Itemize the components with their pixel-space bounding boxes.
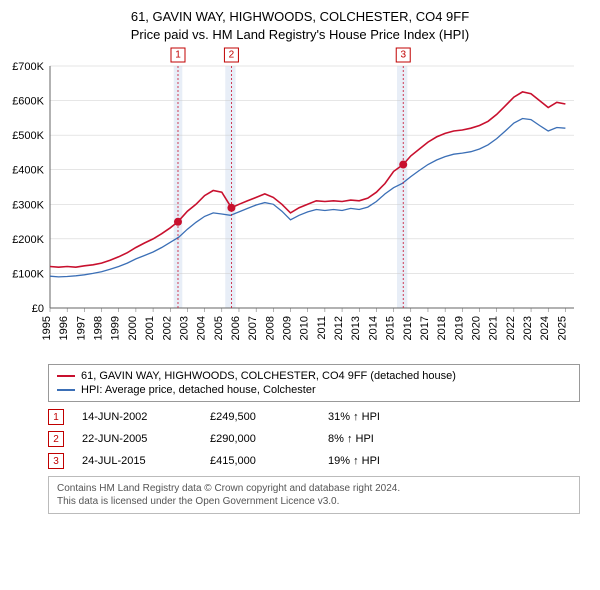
svg-text:2007: 2007 bbox=[247, 316, 259, 340]
svg-text:2015: 2015 bbox=[385, 316, 397, 340]
svg-text:1997: 1997 bbox=[75, 316, 87, 340]
footer-line2: This data is licensed under the Open Gov… bbox=[57, 495, 571, 508]
legend-item: HPI: Average price, detached house, Colc… bbox=[57, 383, 571, 397]
title-line1: 61, GAVIN WAY, HIGHWOODS, COLCHESTER, CO… bbox=[10, 8, 590, 26]
legend: 61, GAVIN WAY, HIGHWOODS, COLCHESTER, CO… bbox=[48, 364, 580, 402]
sale-row: 3 24-JUL-2015 £415,000 19% ↑ HPI bbox=[48, 450, 580, 472]
sale-marker-icon: 2 bbox=[48, 431, 64, 447]
svg-text:£200K: £200K bbox=[12, 234, 44, 246]
svg-text:2010: 2010 bbox=[299, 316, 311, 340]
svg-text:2025: 2025 bbox=[556, 316, 568, 340]
legend-label: HPI: Average price, detached house, Colc… bbox=[81, 384, 316, 396]
svg-text:2005: 2005 bbox=[213, 316, 225, 340]
svg-text:2018: 2018 bbox=[436, 316, 448, 340]
sale-diff: 8% ↑ HPI bbox=[328, 433, 438, 445]
svg-text:2022: 2022 bbox=[505, 316, 517, 340]
svg-text:£300K: £300K bbox=[12, 200, 44, 212]
svg-text:1: 1 bbox=[175, 50, 181, 61]
footer-line1: Contains HM Land Registry data © Crown c… bbox=[57, 482, 571, 495]
svg-text:2008: 2008 bbox=[264, 316, 276, 340]
sale-row: 2 22-JUN-2005 £290,000 8% ↑ HPI bbox=[48, 428, 580, 450]
svg-text:2: 2 bbox=[229, 50, 235, 61]
sale-price: £290,000 bbox=[210, 433, 310, 445]
sale-diff: 31% ↑ HPI bbox=[328, 411, 438, 423]
svg-text:2012: 2012 bbox=[333, 316, 345, 340]
svg-text:2017: 2017 bbox=[419, 316, 431, 340]
attribution-footer: Contains HM Land Registry data © Crown c… bbox=[48, 476, 580, 514]
sale-date: 24-JUL-2015 bbox=[82, 455, 192, 467]
svg-text:2024: 2024 bbox=[539, 316, 551, 340]
svg-text:1999: 1999 bbox=[110, 316, 122, 340]
svg-text:£700K: £700K bbox=[12, 61, 44, 73]
sales-table: 1 14-JUN-2002 £249,500 31% ↑ HPI 2 22-JU… bbox=[48, 406, 580, 472]
sale-date: 22-JUN-2005 bbox=[82, 433, 192, 445]
svg-text:£500K: £500K bbox=[12, 131, 44, 143]
title-line2: Price paid vs. HM Land Registry's House … bbox=[10, 26, 590, 44]
legend-label: 61, GAVIN WAY, HIGHWOODS, COLCHESTER, CO… bbox=[81, 370, 456, 382]
svg-text:2019: 2019 bbox=[453, 316, 465, 340]
svg-text:2003: 2003 bbox=[178, 316, 190, 340]
legend-swatch bbox=[57, 389, 75, 391]
svg-text:2006: 2006 bbox=[230, 316, 242, 340]
svg-text:1998: 1998 bbox=[93, 316, 105, 340]
svg-text:£0: £0 bbox=[32, 303, 44, 315]
svg-text:2014: 2014 bbox=[367, 316, 379, 340]
svg-text:2021: 2021 bbox=[488, 316, 500, 340]
svg-text:1996: 1996 bbox=[58, 316, 70, 340]
svg-text:2023: 2023 bbox=[522, 316, 534, 340]
line-chart: £0£100K£200K£300K£400K£500K£600K£700K199… bbox=[50, 58, 580, 358]
sale-date: 14-JUN-2002 bbox=[82, 411, 192, 423]
sale-diff: 19% ↑ HPI bbox=[328, 455, 438, 467]
svg-text:2002: 2002 bbox=[161, 316, 173, 340]
svg-text:2004: 2004 bbox=[196, 316, 208, 340]
svg-text:3: 3 bbox=[400, 50, 406, 61]
svg-text:2020: 2020 bbox=[471, 316, 483, 340]
svg-text:2011: 2011 bbox=[316, 316, 328, 340]
svg-text:£600K: £600K bbox=[12, 96, 44, 108]
chart-area: £0 £100K £200K £300K £400K £500K £600K £700K 199… bbox=[0, 48, 600, 358]
sale-price: £415,000 bbox=[210, 455, 310, 467]
svg-text:£400K: £400K bbox=[12, 165, 44, 177]
svg-text:£100K: £100K bbox=[12, 269, 44, 281]
sale-marker-icon: 3 bbox=[48, 453, 64, 469]
chart-title-block: 61, GAVIN WAY, HIGHWOODS, COLCHESTER, CO… bbox=[0, 0, 600, 48]
svg-text:2001: 2001 bbox=[144, 316, 156, 340]
svg-text:2000: 2000 bbox=[127, 316, 139, 340]
svg-text:2016: 2016 bbox=[402, 316, 414, 340]
svg-text:2013: 2013 bbox=[350, 316, 362, 340]
svg-text:2009: 2009 bbox=[282, 316, 294, 340]
legend-item: 61, GAVIN WAY, HIGHWOODS, COLCHESTER, CO… bbox=[57, 369, 571, 383]
sale-row: 1 14-JUN-2002 £249,500 31% ↑ HPI bbox=[48, 406, 580, 428]
sale-price: £249,500 bbox=[210, 411, 310, 423]
sale-marker-icon: 1 bbox=[48, 409, 64, 425]
svg-text:1995: 1995 bbox=[41, 316, 53, 340]
legend-swatch bbox=[57, 375, 75, 377]
